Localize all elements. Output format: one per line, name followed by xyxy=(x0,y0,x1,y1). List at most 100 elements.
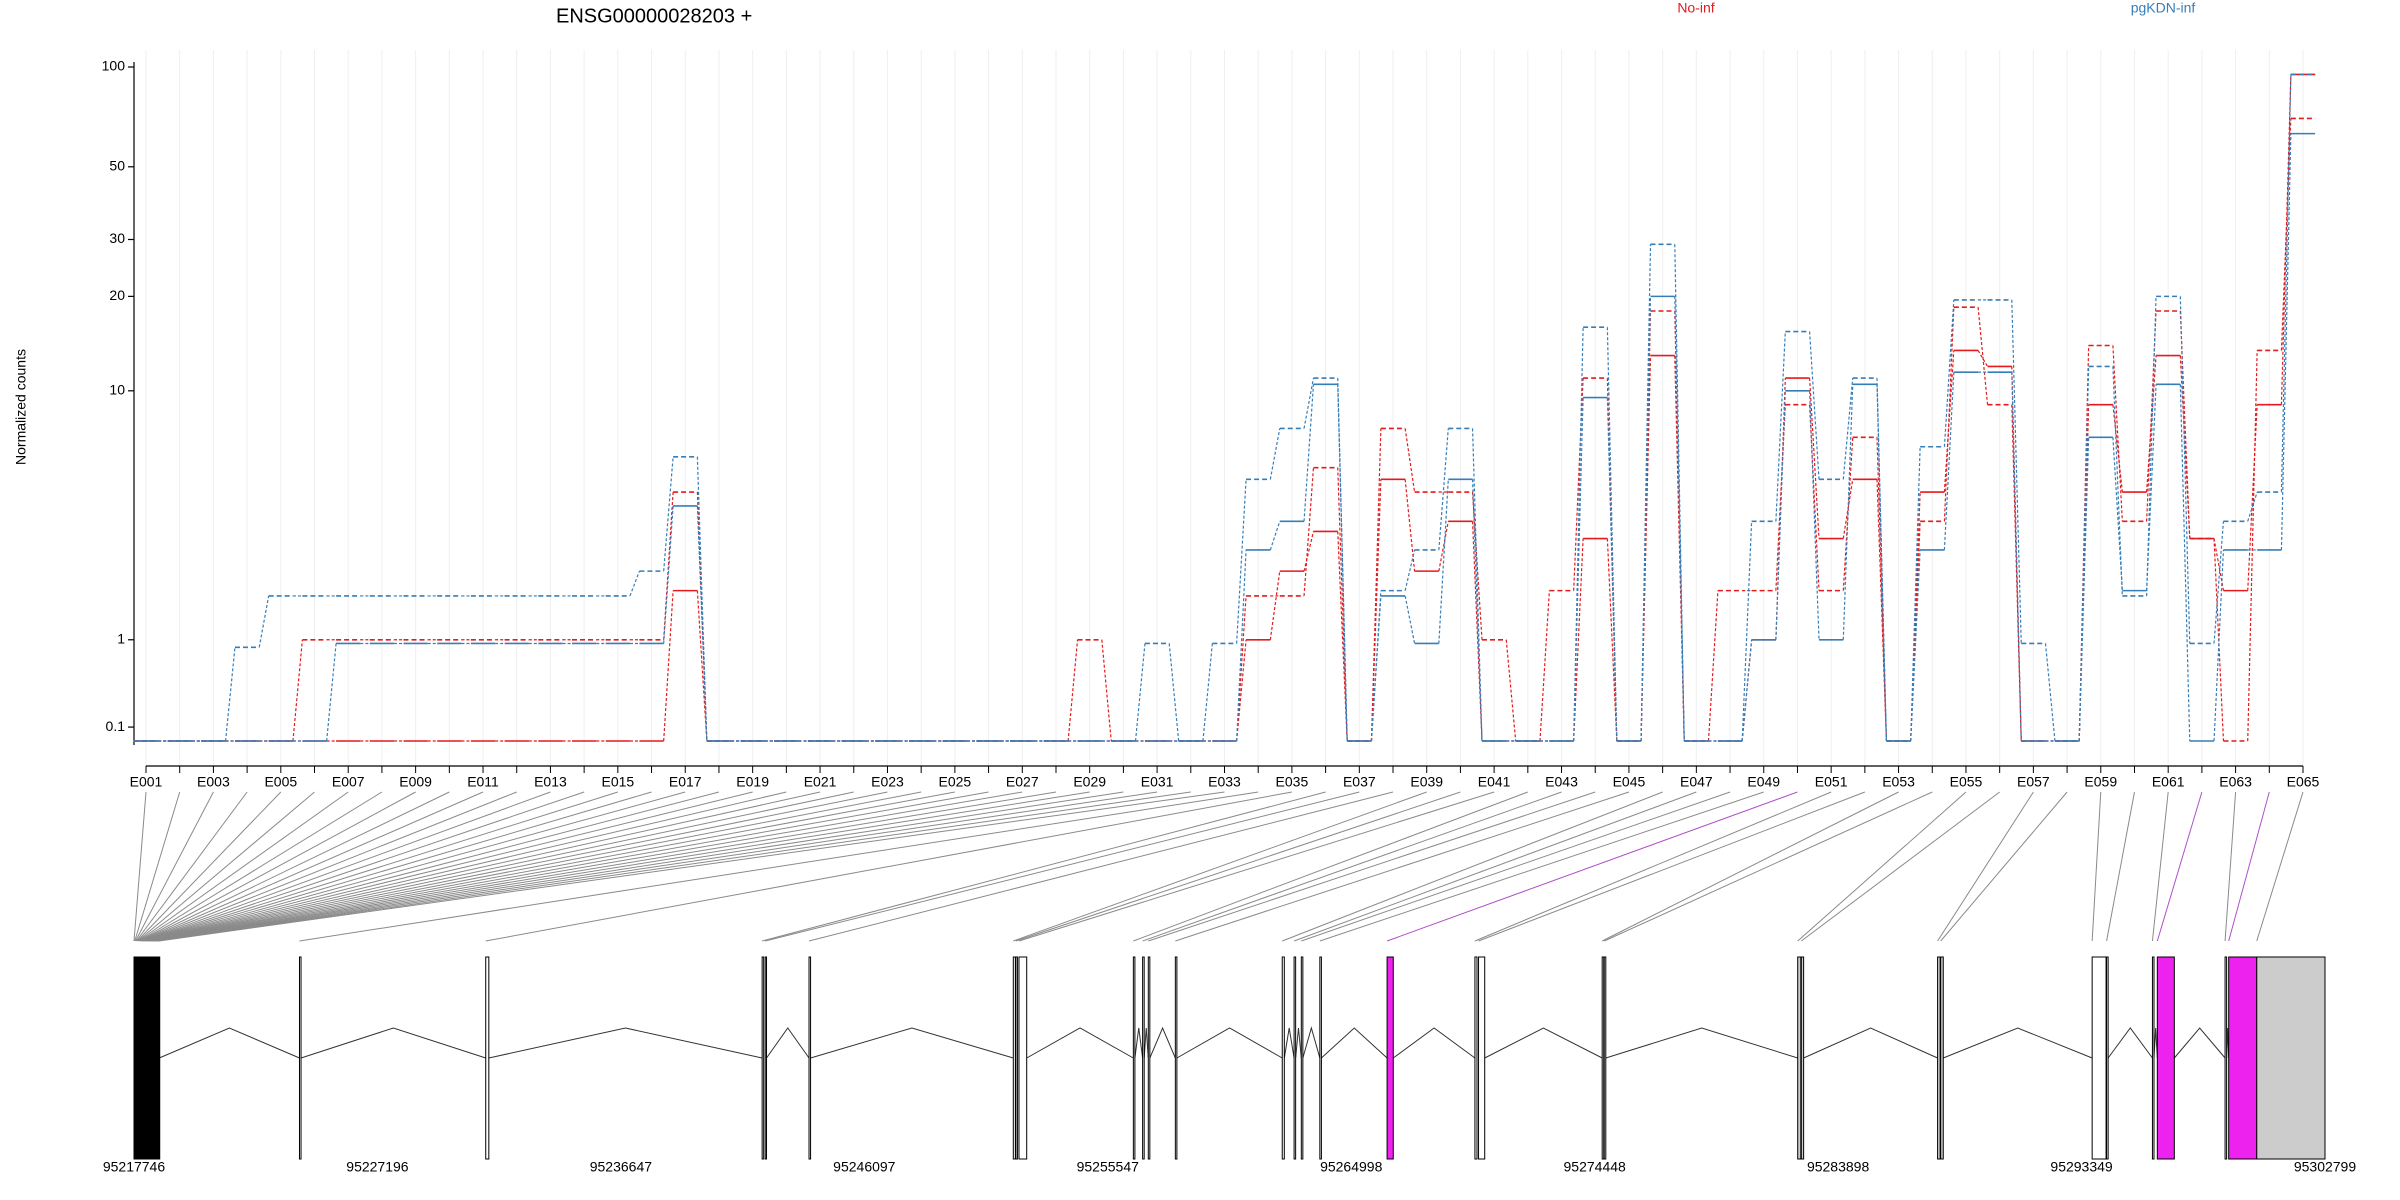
y-tick-label: 100 xyxy=(102,58,126,74)
step-connector xyxy=(2179,384,2191,742)
exon-link xyxy=(139,791,383,942)
x-tick-label: E003 xyxy=(197,774,230,790)
step-connector xyxy=(1438,479,1449,644)
exon xyxy=(1174,956,1178,1160)
exon xyxy=(1800,956,1805,1160)
step-connector xyxy=(1674,244,1685,742)
step-connector xyxy=(1303,467,1315,596)
intron xyxy=(1803,1027,1938,1059)
intron xyxy=(2173,1027,2226,1059)
x-tick-label: E057 xyxy=(2017,774,2050,790)
exon-link xyxy=(156,791,1124,942)
exon-link xyxy=(139,791,416,942)
step-connector xyxy=(1236,595,1247,742)
x-tick-label: E043 xyxy=(1545,774,1578,790)
step-connector xyxy=(1269,521,1281,551)
intron xyxy=(1176,1027,1283,1059)
exon xyxy=(761,956,765,1160)
x-tick-label: E049 xyxy=(1747,774,1780,790)
step-connector xyxy=(258,595,270,648)
step-connector xyxy=(1236,549,1247,742)
exon-link xyxy=(153,791,989,942)
exon-link xyxy=(149,791,821,942)
exon-link xyxy=(151,791,922,942)
exon xyxy=(2106,956,2109,1160)
step-connector xyxy=(2112,345,2123,522)
step-connector xyxy=(1910,549,1921,742)
step-connector xyxy=(1910,446,1921,742)
x-tick-label: E059 xyxy=(2084,774,2117,790)
exon xyxy=(485,956,490,1160)
intron xyxy=(1026,1027,1134,1059)
step-connector xyxy=(1370,595,1382,742)
step-connector xyxy=(2280,74,2292,493)
x-tick-label: E051 xyxy=(1815,774,1848,790)
step-connector xyxy=(1471,479,1483,742)
step-connector xyxy=(1471,521,1483,742)
step-connector xyxy=(1236,479,1247,644)
step-connector xyxy=(1404,549,1416,591)
step-connector xyxy=(2247,491,2258,522)
step-connector xyxy=(2011,372,2022,742)
exon-link xyxy=(133,791,147,942)
exon xyxy=(1281,956,1285,1160)
exon xyxy=(1386,956,1394,1160)
step-connector xyxy=(1808,378,1820,539)
exon-link xyxy=(762,791,1326,942)
step-connector xyxy=(1303,531,1315,572)
genome-tick-label: 95236647 xyxy=(590,1159,653,1175)
x-tick-label: E041 xyxy=(1478,774,1511,790)
intron xyxy=(1484,1027,1603,1059)
intron xyxy=(1605,1027,1798,1059)
exon-link xyxy=(1142,791,1562,942)
x-tick-label: E065 xyxy=(2287,774,2320,790)
step-connector xyxy=(224,647,236,742)
exon-link xyxy=(141,791,484,942)
step-connector xyxy=(663,456,674,572)
x-tick-label: E009 xyxy=(399,774,432,790)
step-connector xyxy=(2247,404,2258,591)
exon xyxy=(1478,956,1486,1160)
exon-link xyxy=(150,791,854,942)
exon-link xyxy=(1797,791,1967,942)
x-tick-label: E005 xyxy=(264,774,297,790)
exon-link xyxy=(1301,791,1731,942)
x-tick-label: E039 xyxy=(1410,774,1443,790)
genome-tick-label: 95293349 xyxy=(2050,1159,2113,1175)
exon-link xyxy=(152,791,955,942)
exon-link xyxy=(140,791,450,942)
step-connector xyxy=(1269,428,1281,480)
intron xyxy=(1295,1027,1302,1059)
y-tick-label: 0.1 xyxy=(106,718,126,734)
step-connector xyxy=(1606,538,1618,742)
genome-tick-label: 95264998 xyxy=(1320,1159,1383,1175)
step-connector xyxy=(1640,355,1652,742)
step-connector xyxy=(1573,397,1584,742)
exon xyxy=(1603,956,1607,1160)
intron xyxy=(1134,1027,1144,1059)
step-connector xyxy=(1134,643,1146,742)
x-tick-label: E061 xyxy=(2152,774,2185,790)
exon-link xyxy=(135,791,248,942)
step-connector xyxy=(1404,595,1416,644)
intron xyxy=(810,1027,1014,1059)
step-connector xyxy=(1438,428,1449,550)
y-tick-label: 50 xyxy=(109,157,125,173)
exon xyxy=(1601,956,1605,1160)
exon xyxy=(1012,956,1016,1160)
step-connector xyxy=(696,505,708,742)
exon xyxy=(1147,956,1151,1160)
step-connector xyxy=(1471,428,1483,742)
exon xyxy=(1937,956,1941,1160)
x-tick-label: E045 xyxy=(1613,774,1646,790)
step-connector xyxy=(1573,538,1584,742)
step-connector xyxy=(1775,390,1786,640)
exon-link xyxy=(148,791,787,942)
exon-link xyxy=(134,791,181,942)
step-connector xyxy=(2213,538,2225,591)
genome-tick-label: 95274448 xyxy=(1564,1159,1627,1175)
step-connector xyxy=(2011,299,2022,644)
exon-link xyxy=(143,791,585,942)
exon-link xyxy=(1474,791,1832,942)
